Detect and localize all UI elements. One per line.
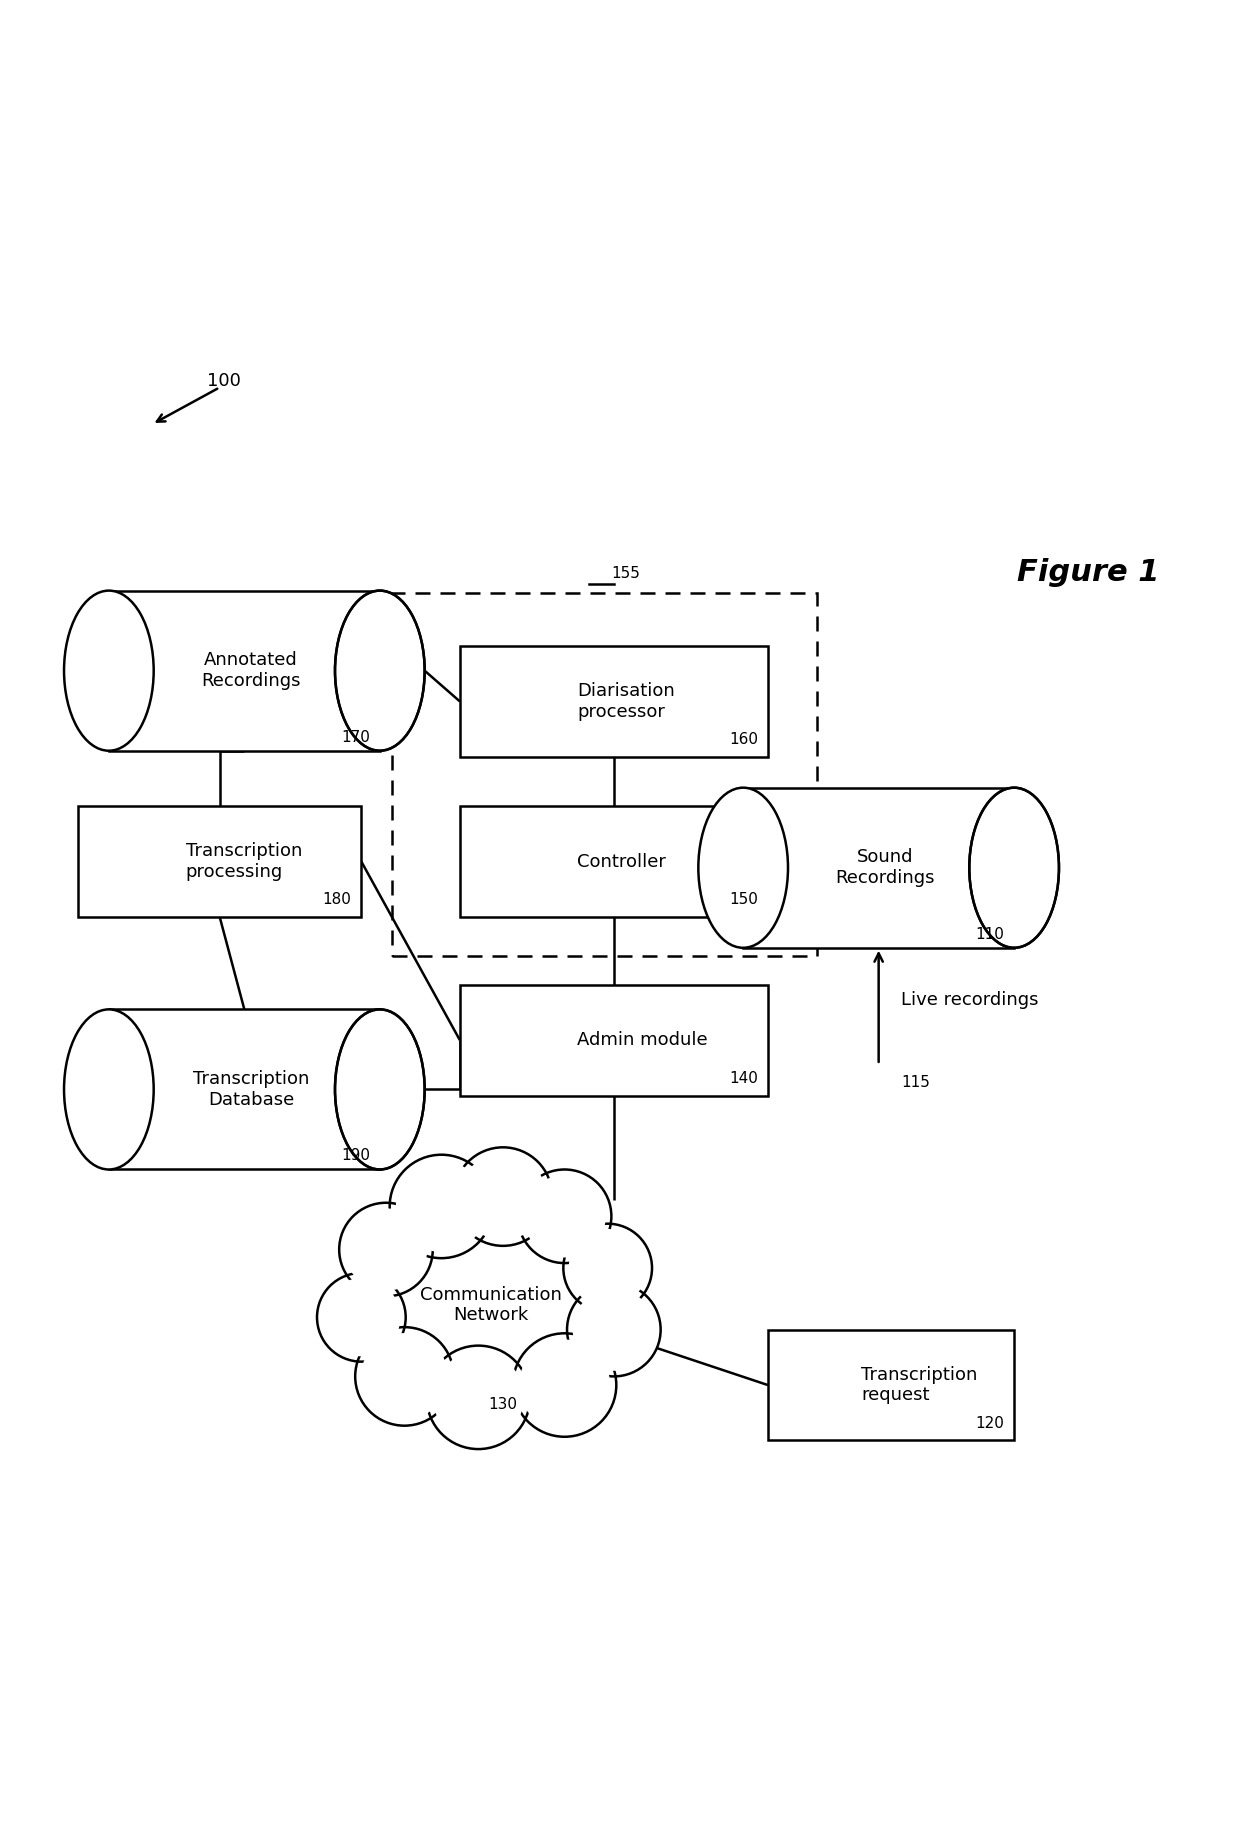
Ellipse shape — [337, 592, 422, 748]
Bar — [460, 807, 768, 917]
Circle shape — [389, 1155, 494, 1258]
Text: Figure 1: Figure 1 — [1017, 558, 1159, 587]
Circle shape — [454, 1148, 552, 1245]
Bar — [392, 592, 817, 956]
Text: 140: 140 — [729, 1071, 758, 1086]
Text: Transcription
Database: Transcription Database — [193, 1069, 309, 1110]
Text: Diarisation
processor: Diarisation processor — [577, 682, 675, 721]
Bar — [78, 807, 361, 917]
Circle shape — [427, 1346, 529, 1449]
Circle shape — [433, 1352, 523, 1443]
Text: 100: 100 — [207, 372, 242, 391]
Text: 180: 180 — [322, 891, 351, 908]
Text: Transcription
request: Transcription request — [862, 1366, 978, 1405]
Circle shape — [573, 1289, 655, 1370]
Text: 160: 160 — [729, 732, 758, 746]
Circle shape — [563, 1223, 652, 1313]
Circle shape — [340, 1203, 433, 1297]
Text: 170: 170 — [341, 730, 370, 745]
Bar — [743, 787, 1014, 948]
Text: 155: 155 — [611, 565, 640, 581]
Circle shape — [317, 1273, 405, 1361]
Text: 150: 150 — [729, 891, 758, 908]
Ellipse shape — [972, 790, 1056, 945]
Bar — [460, 646, 768, 757]
Ellipse shape — [64, 591, 154, 750]
Text: Sound
Recordings: Sound Recordings — [836, 849, 935, 888]
Ellipse shape — [335, 1009, 424, 1170]
Circle shape — [322, 1278, 401, 1357]
Circle shape — [513, 1333, 616, 1436]
Text: 115: 115 — [900, 1075, 930, 1089]
Circle shape — [520, 1339, 610, 1431]
Circle shape — [355, 1328, 454, 1425]
Ellipse shape — [64, 1009, 154, 1170]
Text: Live recordings: Live recordings — [900, 990, 1038, 1009]
Ellipse shape — [698, 787, 787, 948]
Circle shape — [518, 1170, 611, 1264]
Text: Transcription
processing: Transcription processing — [186, 842, 303, 880]
Circle shape — [396, 1161, 487, 1253]
Text: Controller: Controller — [577, 853, 666, 871]
Text: 190: 190 — [341, 1148, 371, 1163]
Circle shape — [569, 1229, 647, 1308]
Ellipse shape — [970, 787, 1059, 948]
Bar — [460, 985, 768, 1095]
Circle shape — [523, 1176, 606, 1258]
Text: Annotated
Recordings: Annotated Recordings — [201, 651, 301, 690]
Circle shape — [567, 1282, 661, 1376]
Bar — [768, 1330, 1014, 1440]
Text: Admin module: Admin module — [577, 1031, 708, 1049]
Bar — [109, 1009, 379, 1170]
Ellipse shape — [335, 591, 424, 750]
Text: 120: 120 — [976, 1416, 1004, 1431]
Circle shape — [361, 1333, 448, 1420]
Bar — [109, 591, 379, 750]
Ellipse shape — [337, 1012, 422, 1166]
Text: Communication
Network: Communication Network — [419, 1286, 562, 1324]
Circle shape — [345, 1209, 427, 1291]
Circle shape — [460, 1154, 547, 1240]
Text: 130: 130 — [489, 1398, 517, 1412]
Text: 110: 110 — [976, 926, 1004, 941]
